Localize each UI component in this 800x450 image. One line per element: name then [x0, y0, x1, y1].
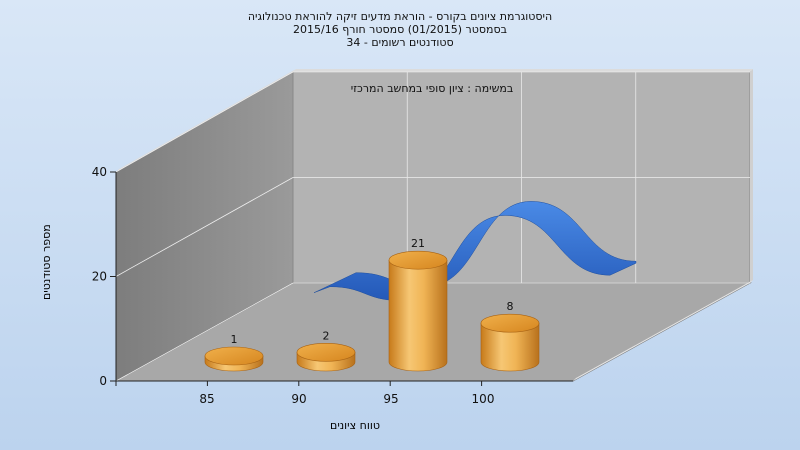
- chart-title: היסטוגרמת ציונים בקורס - הוראת מדעים זיק…: [0, 10, 800, 49]
- bar-cap-100: [480, 313, 540, 333]
- x-tick-label-90: 90: [291, 392, 306, 406]
- x-axis-label: טווח ציונים: [330, 419, 380, 432]
- bar-cap-95: [388, 250, 448, 270]
- gridline-side: [115, 71, 294, 173]
- bar-95: [388, 250, 448, 372]
- data-label-100: 8: [507, 300, 514, 313]
- y-tick-label-40: 40: [92, 165, 107, 179]
- floor-rim: [573, 280, 753, 381]
- y-axis-label: מספר סטודנטים: [40, 224, 53, 300]
- title-line-3: סטודנטים רשומים - 34: [346, 36, 454, 49]
- title-line-1: היסטוגרמת ציונים בקורס - הוראת מדעים זיק…: [247, 10, 553, 23]
- x-tick-label-85: 85: [199, 392, 214, 406]
- x-tick-label-100: 100: [472, 392, 495, 406]
- back-wall-rim: [293, 69, 753, 72]
- bar-85: [204, 346, 264, 372]
- gridline-side: [115, 177, 294, 277]
- back-wall-right-rim: [750, 69, 753, 283]
- title-line-2: בסמסטר (01/2015) סמסטר חורף 2015/16: [293, 23, 507, 36]
- data-label-95: 21: [411, 237, 425, 250]
- y-tick-label-20: 20: [92, 270, 107, 284]
- bar-cap-85: [204, 346, 264, 366]
- bar-100: [480, 313, 540, 372]
- chart-subtitle: במשימה : ציון סופי במחשב המרכזי: [351, 82, 514, 95]
- bar-body-100: [480, 322, 540, 372]
- gridline-side: [115, 282, 294, 382]
- bar-90: [296, 342, 356, 372]
- x-tick-label-95: 95: [383, 392, 398, 406]
- data-label-85: 1: [231, 333, 238, 346]
- data-label-90: 2: [323, 329, 330, 342]
- bar-body-95: [388, 259, 448, 372]
- bar-cap-90: [296, 342, 356, 362]
- y-tick-label-0: 0: [99, 374, 107, 388]
